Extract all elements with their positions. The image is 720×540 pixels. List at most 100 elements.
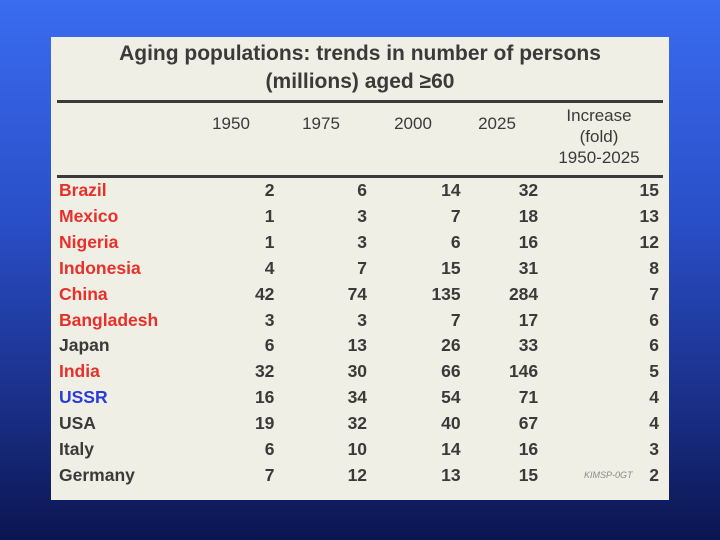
table-row: Japan 6 13 26 33 6 [59, 333, 659, 359]
increase-cell: 3 [649, 439, 659, 460]
value-2025-cell: 18 [518, 205, 539, 226]
country-cell: Indonesia [59, 257, 141, 278]
value-2000-cell: 14 [441, 439, 461, 460]
value-2000-cell: 14 [441, 180, 461, 200]
country-cell: USA [59, 413, 96, 434]
increase-cell: 13 [639, 205, 659, 226]
value-2025-cell: 17 [518, 309, 539, 330]
value-1975-cell: 3 [357, 231, 368, 252]
value-2000-cell: 7 [450, 205, 461, 226]
header-increase-line-2: (fold) [579, 127, 619, 146]
table-row: Brazil 2 6 14 32 15 [59, 178, 659, 204]
increase-cell: 6 [649, 335, 659, 356]
increase-cell: 5 [649, 361, 659, 382]
country-cell: Bangladesh [59, 309, 159, 330]
increase-cell: 15 [639, 180, 659, 200]
value-1975-cell: 10 [347, 439, 368, 460]
value-2000-cell: 26 [441, 335, 461, 356]
value-2025-cell: 67 [518, 413, 539, 434]
header-increase-line-1: Increase [566, 106, 632, 125]
header-1975: 1975 [302, 114, 340, 133]
increase-cell: 12 [639, 231, 659, 252]
value-1950-cell: 3 [264, 309, 275, 330]
table-row: Germany 7 12 13 15 2 [59, 463, 659, 489]
value-1975-cell: 3 [357, 309, 368, 330]
increase-cell: 8 [649, 257, 659, 278]
value-1950-cell: 4 [264, 257, 275, 278]
table-row: Bangladesh 3 3 7 17 6 [59, 308, 659, 334]
value-1950-cell: 1 [264, 231, 275, 252]
population-table: Brazil 2 6 14 32 15 Mexico 1 3 7 18 13 Nigeria 1 3 6 16 1… [59, 178, 659, 489]
value-1950-cell: 1 [264, 205, 275, 226]
value-2025-cell: 146 [508, 361, 539, 382]
value-2000-cell: 13 [441, 464, 461, 485]
value-2025-cell: 71 [518, 387, 539, 408]
value-2025-cell: 33 [518, 335, 539, 356]
value-1950-cell: 2 [264, 180, 275, 200]
increase-cell: 6 [649, 309, 659, 330]
value-1950-cell: 42 [254, 283, 275, 304]
increase-cell: 4 [649, 413, 659, 434]
value-1950-cell: 32 [254, 361, 275, 382]
country-cell: Brazil [59, 180, 107, 200]
value-1975-cell: 34 [347, 387, 368, 408]
value-1975-cell: 6 [357, 180, 368, 200]
country-cell: Japan [59, 335, 110, 356]
value-2025-cell: 16 [518, 439, 539, 460]
value-1950-cell: 16 [254, 387, 275, 408]
table-row: USA 19 32 40 67 4 [59, 411, 659, 437]
value-1975-cell: 3 [357, 205, 368, 226]
country-cell: USSR [59, 387, 108, 408]
country-cell: Italy [59, 439, 95, 460]
table-panel: Aging populations: trends in number of p… [51, 37, 669, 500]
value-2000-cell: 66 [441, 361, 461, 382]
header-2000: 2000 [394, 114, 432, 133]
value-2000-cell: 7 [450, 309, 461, 330]
value-1950-cell: 19 [254, 413, 275, 434]
value-1950-cell: 6 [264, 439, 275, 460]
increase-cell: 2 [649, 464, 659, 485]
page-title: Aging populations: trends in number of p… [51, 40, 669, 96]
value-2025-cell: 32 [518, 180, 539, 200]
country-cell: India [59, 361, 100, 382]
value-1975-cell: 32 [347, 413, 368, 434]
header-1950: 1950 [212, 114, 250, 133]
value-1975-cell: 7 [357, 257, 368, 278]
value-2000-cell: 6 [450, 231, 461, 252]
header-increase-line-3: 1950-2025 [558, 148, 640, 167]
value-2000-cell: 15 [441, 257, 461, 278]
value-1950-cell: 7 [264, 464, 275, 485]
value-1975-cell: 74 [347, 283, 368, 304]
header-2025: 2025 [478, 114, 516, 133]
country-cell: Germany [59, 464, 135, 485]
title-line-2: (millions) aged ≥60 [265, 70, 455, 93]
title-line-1: Aging populations: trends in number of p… [119, 42, 601, 65]
table-row: Mexico 1 3 7 18 13 [59, 204, 659, 230]
value-1975-cell: 13 [347, 335, 368, 356]
header-bottom-rule [57, 175, 663, 178]
value-1950-cell: 6 [264, 335, 275, 356]
value-1975-cell: 12 [347, 464, 368, 485]
value-2025-cell: 16 [518, 231, 539, 252]
table-row: India 32 30 66 146 5 [59, 359, 659, 385]
country-cell: Nigeria [59, 231, 119, 252]
country-cell: China [59, 283, 108, 304]
header-top-rule [57, 100, 663, 103]
value-2000-cell: 135 [431, 283, 461, 304]
table-row: China 42 74 135 284 7 [59, 282, 659, 308]
table-row: Nigeria 1 3 6 16 12 [59, 230, 659, 256]
table-row: USSR 16 34 54 71 4 [59, 385, 659, 411]
header-increase: Increase (fold) 1950-2025 [539, 105, 659, 168]
watermark: KIMSP-0GT [584, 470, 633, 480]
value-2025-cell: 15 [518, 464, 539, 485]
table-row: Indonesia 4 7 15 31 8 [59, 256, 659, 282]
increase-cell: 7 [649, 283, 659, 304]
value-2025-cell: 31 [518, 257, 539, 278]
value-1975-cell: 30 [347, 361, 368, 382]
country-cell: Mexico [59, 205, 119, 226]
table-row: Italy 6 10 14 16 3 [59, 437, 659, 463]
value-2000-cell: 40 [441, 413, 461, 434]
value-2025-cell: 284 [508, 283, 539, 304]
increase-cell: 4 [649, 387, 659, 408]
value-2000-cell: 54 [441, 387, 461, 408]
